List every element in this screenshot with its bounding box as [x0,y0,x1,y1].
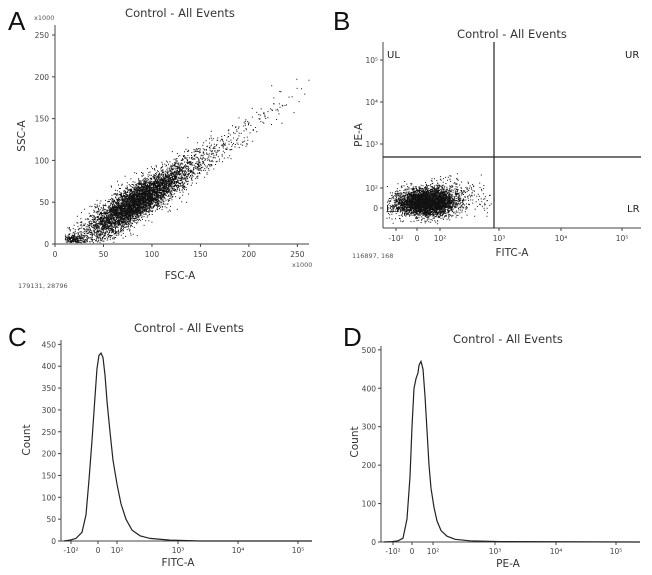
panel-b-x-tick-label: -10² [388,234,403,243]
panel-d-x-tick-label: 10⁴ [550,547,563,556]
panel-b-x-tick-label: 10² [434,234,447,243]
panel-d-y-tick-label: 300 [362,423,377,432]
panel-b-quad-ur: UR [625,50,639,61]
panel-a-x-tick-label: 250 [290,250,305,259]
panel-b-footer: 116897, 168 [352,252,393,260]
panel-a-y-tick-label: 100 [35,156,50,165]
panel-d-y-tick-label: 200 [362,461,377,470]
panel-d-y-tick-label: 0 [371,538,376,547]
panel-letter-b: B [333,6,351,36]
panel-b-quad-lr: LR [627,204,640,215]
panel-c-y-tick-label: 350 [42,384,57,393]
panel-d-title: Control - All Events [453,332,563,346]
panel-c-y-tick-label: 250 [42,428,57,437]
panel-d-y-label: Count [349,426,361,457]
panel-letter-a: A [8,6,26,36]
panel-a-y-multiplier: x1000 [34,14,54,22]
panel-d-x-tick-label: 0 [410,547,415,556]
panel-c-x-tick-label: 10³ [172,546,185,555]
panel-c-x-tick-label: 10² [111,546,124,555]
panel-d-y-tick-label: 100 [362,500,377,509]
panel-a-y-tick-label: 200 [35,73,50,82]
panel-c-y-tick-label: 450 [42,340,57,349]
panel-d-x-tick-label: -10² [385,547,400,556]
panel-c-title: Control - All Events [134,321,244,335]
panel-c-x-label: FITC-A [161,557,195,569]
panel-b-y-tick-label: 0 [373,204,378,213]
panel-a-y-tick-label: 150 [35,115,50,124]
panel-a-data-points [64,78,310,244]
panel-d-histogram-line [383,359,641,543]
panel-b-y-tick-label: 10⁵ [365,56,378,65]
panel-b-x-tick-label: 0 [415,234,420,243]
panel-c-y-tick-label: 200 [42,450,57,459]
panel-a-x-multiplier: x1000 [292,261,312,269]
panel-letter-c: C [8,322,27,352]
panel-d-x-tick-label: 10⁵ [610,547,623,556]
panel-c-histogram-line [63,352,312,542]
panel-c-y-tick-label: 150 [42,471,57,480]
panel-c-y-tick-label: 100 [42,493,57,502]
panel-b-x-label: FITC-A [495,247,529,259]
panel-b-y-tick-label: 10³ [365,140,378,149]
panel-d-histogram: Control - All Events 0 100 200 300 400 500 -1… [349,332,641,570]
panel-c-y-tick-label: 300 [42,406,57,415]
panel-d-y-tick-label: 400 [362,384,377,393]
panel-b-data-points [386,173,495,225]
panel-b-y-label: PE-A [353,122,365,147]
panel-b-x-tick-label: 10³ [493,234,506,243]
panel-b-title: Control - All Events [457,27,567,41]
panel-b-x-tick-label: 10⁴ [555,234,568,243]
panel-d-x-tick-label: 10² [427,547,440,556]
panel-b-quad-ll: LL [386,204,398,215]
panel-b-y-tick-label: 10⁴ [365,98,378,107]
panel-d-x-tick-label: 10³ [489,547,502,556]
panel-c-y-tick-label: 0 [51,537,56,546]
panel-a-y-tick-label: 250 [35,31,50,40]
panel-a-scatter: Control - All Events x1000 x1000 0 50 100 1… [16,6,312,290]
panel-c-x-tick-label: 10⁴ [232,546,245,555]
panel-c-y-tick-label: 400 [42,362,57,371]
panel-a-title: Control - All Events [125,6,235,20]
panel-a-x-tick-label: 0 [53,250,58,259]
panel-letter-d: D [343,322,362,352]
panel-c-x-tick-label: 0 [96,546,101,555]
panel-a-y-tick-label: 50 [39,198,49,207]
panel-c-y-tick-label: 50 [46,515,56,524]
panel-c-y-label: Count [21,424,33,455]
panel-d-y-tick-label: 500 [362,346,377,355]
panel-b-scatter: Control - All Events 0 10² 10³ 10⁴ 10⁵ -10² 0… [352,27,641,260]
panel-a-footer: 179131, 28796 [18,282,68,290]
panel-d-x-label: PE-A [496,558,521,570]
panel-c-x-tick-label: 10⁵ [292,546,305,555]
panel-a-x-tick-label: 100 [145,250,160,259]
panel-a-y-tick-label: 0 [44,240,49,249]
panel-a-x-tick-label: 200 [242,250,257,259]
panel-a-x-tick-label: 50 [99,250,109,259]
panel-a-y-label: SSC-A [16,119,28,151]
panel-a-x-label: FSC-A [165,270,196,282]
panel-c-histogram: Control - All Events 0 50 100 150 200 250 300 3… [21,321,312,569]
panel-b-y-tick-label: 10² [365,184,378,193]
panel-b-x-tick-label: 10⁵ [616,234,629,243]
panel-c-x-tick-label: -10² [63,546,78,555]
panel-b-quad-ul: UL [387,50,400,61]
panel-a-x-tick-label: 150 [193,250,208,259]
